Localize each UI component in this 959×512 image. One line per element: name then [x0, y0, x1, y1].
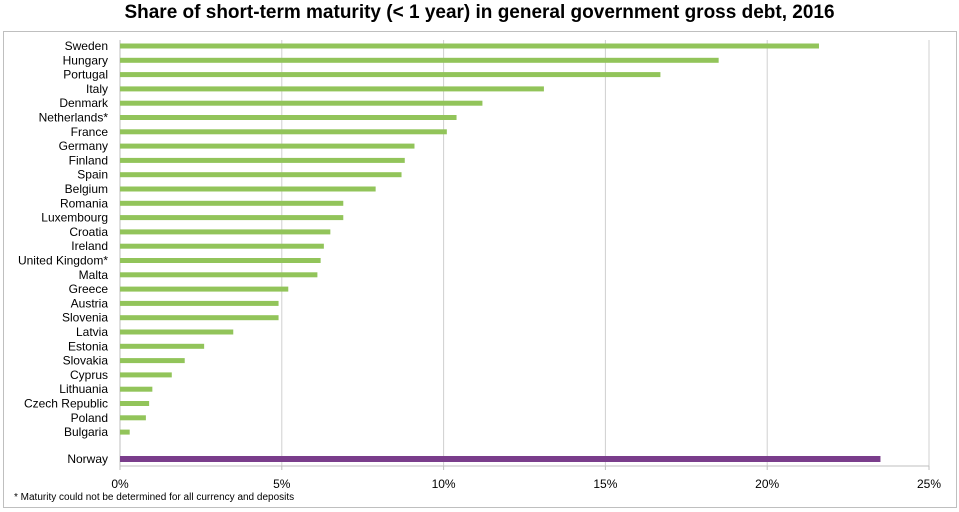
bar-estonia [120, 344, 204, 349]
category-label: Finland [69, 153, 108, 167]
bar-italy [120, 86, 544, 91]
category-label: Hungary [63, 53, 108, 67]
category-label: Estonia [68, 339, 108, 353]
bar-slovenia [120, 315, 279, 320]
x-tick-label: 15% [593, 477, 617, 491]
bar-netherlands [120, 115, 457, 120]
category-label: Spain [77, 168, 108, 182]
category-label: France [71, 125, 109, 139]
bar-norway [120, 456, 880, 462]
category-label: Romania [60, 196, 108, 210]
bar-france [120, 129, 447, 134]
bar-bulgaria [120, 430, 130, 435]
bar-denmark [120, 101, 482, 106]
bar-latvia [120, 330, 233, 335]
bar-slovakia [120, 358, 185, 363]
bar-austria [120, 301, 279, 306]
category-label: Lithuania [59, 382, 108, 396]
category-label: Bulgaria [64, 425, 108, 439]
category-label: Poland [71, 411, 108, 425]
category-label: Cyprus [70, 368, 108, 382]
x-tick-label: 20% [755, 477, 779, 491]
bar-chart: 0% 5% 10% 15% 20% 25% SwedenHungaryPortugalIta… [0, 0, 959, 512]
category-label: Netherlands* [39, 111, 109, 125]
bar-cyprus [120, 372, 172, 377]
x-tick-label: 10% [432, 477, 456, 491]
bar-germany [120, 144, 414, 149]
category-label: Czech Republic [24, 397, 108, 411]
bar-sweden [120, 44, 819, 49]
category-label: Sweden [65, 39, 108, 53]
bar-malta [120, 272, 317, 277]
category-label: Norway [67, 452, 108, 466]
bar-portugal [120, 72, 660, 77]
bar-belgium [120, 187, 376, 192]
category-label: Germany [59, 139, 108, 153]
bar-poland [120, 415, 146, 420]
category-label: Greece [69, 282, 109, 296]
bar-spain [120, 172, 402, 177]
bar-greece [120, 287, 288, 292]
category-label: Italy [86, 82, 108, 96]
bar-luxembourg [120, 215, 343, 220]
category-label: Belgium [65, 182, 108, 196]
x-tick-label: 5% [273, 477, 291, 491]
bar-hungary [120, 58, 719, 63]
bar-lithuania [120, 387, 152, 392]
category-label: Croatia [69, 225, 108, 239]
category-label: Luxembourg [41, 211, 108, 225]
x-tick-label: 25% [917, 477, 941, 491]
category-label: Slovenia [62, 311, 108, 325]
category-label: Latvia [76, 325, 108, 339]
category-label: United Kingdom* [18, 254, 108, 268]
bar-ireland [120, 244, 324, 249]
bar-czech-republic [120, 401, 149, 406]
category-label: Austria [71, 296, 109, 310]
category-label: Denmark [59, 96, 109, 110]
category-label: Malta [79, 268, 109, 282]
footnote: * Maturity could not be determined for a… [14, 492, 294, 503]
category-label: Portugal [63, 68, 108, 82]
category-label: Ireland [71, 239, 108, 253]
bar-romania [120, 201, 343, 206]
category-label: Slovakia [63, 354, 109, 368]
bar-croatia [120, 229, 330, 234]
bar-united-kingdom [120, 258, 321, 263]
bar-finland [120, 158, 405, 163]
x-tick-label: 0% [111, 477, 129, 491]
